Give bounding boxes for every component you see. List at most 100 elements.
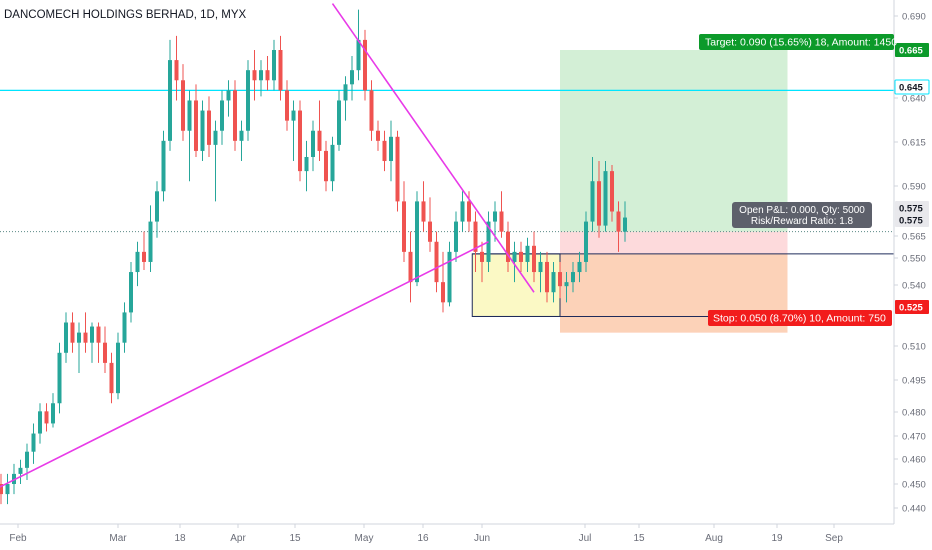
- candle-body[interactable]: [90, 326, 94, 343]
- candle-body[interactable]: [603, 171, 608, 226]
- target-badge[interactable]: Target: 0.090 (15.65%) 18, Amount: 1450: [699, 34, 897, 50]
- candle-body[interactable]: [213, 130, 218, 145]
- candle-body[interactable]: [467, 201, 471, 222]
- candle-body[interactable]: [116, 342, 120, 394]
- candle-body[interactable]: [259, 70, 263, 81]
- candle-body[interactable]: [564, 282, 569, 287]
- candle-body[interactable]: [402, 201, 406, 252]
- candle-body[interactable]: [415, 201, 419, 283]
- candle-body[interactable]: [304, 156, 309, 172]
- candle-body[interactable]: [220, 100, 224, 131]
- candle-body[interactable]: [31, 433, 36, 452]
- candle-body[interactable]: [181, 80, 185, 131]
- candle-body[interactable]: [129, 272, 133, 313]
- candle-body[interactable]: [343, 84, 348, 101]
- candle-body[interactable]: [291, 110, 296, 121]
- candle-body[interactable]: [571, 272, 575, 283]
- candle-body[interactable]: [207, 110, 211, 145]
- candle-body[interactable]: [285, 90, 289, 121]
- candle-body[interactable]: [25, 451, 29, 468]
- candle-body[interactable]: [506, 231, 510, 262]
- candle-body[interactable]: [252, 70, 257, 81]
- candle-body[interactable]: [441, 282, 445, 303]
- candle-body[interactable]: [194, 100, 198, 151]
- candle-body[interactable]: [226, 90, 231, 101]
- candle-body[interactable]: [454, 221, 458, 252]
- stop-badge[interactable]: Stop: 0.050 (8.70%) 10, Amount: 750: [708, 310, 892, 326]
- candle-body[interactable]: [473, 221, 478, 252]
- candle-body[interactable]: [584, 221, 588, 262]
- candle-body[interactable]: [155, 191, 159, 222]
- candle-body[interactable]: [493, 211, 497, 222]
- candle-body[interactable]: [519, 251, 523, 262]
- candle-body[interactable]: [460, 201, 465, 222]
- candle-body[interactable]: [356, 39, 361, 71]
- candle-body[interactable]: [77, 332, 81, 343]
- candle-body[interactable]: [408, 251, 413, 283]
- candle-body[interactable]: [512, 251, 517, 262]
- candle-body[interactable]: [239, 130, 244, 141]
- candle-body[interactable]: [83, 332, 88, 343]
- candle-body[interactable]: [337, 100, 341, 145]
- candle-body[interactable]: [525, 245, 530, 262]
- candle-body[interactable]: [246, 70, 250, 131]
- candle-body[interactable]: [168, 60, 172, 141]
- candle-body[interactable]: [12, 473, 16, 484]
- candle-body[interactable]: [148, 221, 153, 262]
- candle-body[interactable]: [324, 150, 328, 182]
- candle-body[interactable]: [350, 70, 354, 85]
- candle-body[interactable]: [538, 261, 543, 273]
- candle-body[interactable]: [363, 39, 367, 91]
- candle-body[interactable]: [96, 326, 101, 343]
- candle-body[interactable]: [0, 484, 3, 495]
- candle-body[interactable]: [103, 342, 107, 363]
- candle-body[interactable]: [597, 181, 601, 226]
- candle-body[interactable]: [18, 467, 23, 474]
- candle-body[interactable]: [376, 130, 380, 141]
- candle-body[interactable]: [369, 90, 374, 131]
- ascending-trendline[interactable]: [0, 241, 489, 488]
- candle-body[interactable]: [233, 90, 237, 141]
- candle-body[interactable]: [135, 251, 140, 273]
- candle-body[interactable]: [109, 362, 114, 394]
- candle-body[interactable]: [447, 251, 452, 303]
- candle-body[interactable]: [174, 60, 179, 81]
- candle-body[interactable]: [382, 140, 387, 162]
- candle-body[interactable]: [272, 50, 276, 81]
- candle-body[interactable]: [5, 484, 10, 495]
- candle-body[interactable]: [610, 171, 614, 212]
- candle-body[interactable]: [616, 211, 621, 232]
- candle-body[interactable]: [298, 110, 302, 172]
- candle-body[interactable]: [38, 411, 42, 434]
- candle-body[interactable]: [57, 352, 62, 404]
- candle-body[interactable]: [200, 110, 205, 151]
- candle-body[interactable]: [395, 136, 400, 202]
- candle-body[interactable]: [532, 245, 536, 273]
- candle-body[interactable]: [623, 217, 627, 232]
- candle-body[interactable]: [480, 251, 484, 262]
- candle-body[interactable]: [389, 136, 393, 162]
- candle-body[interactable]: [122, 312, 127, 343]
- candle-body[interactable]: [64, 322, 68, 353]
- candle-body[interactable]: [317, 130, 322, 151]
- candle-body[interactable]: [434, 241, 439, 283]
- candle-body[interactable]: [551, 272, 556, 293]
- candle-body[interactable]: [499, 211, 504, 232]
- candle-body[interactable]: [428, 221, 432, 242]
- candle-body[interactable]: [265, 70, 270, 81]
- candle-body[interactable]: [161, 140, 166, 192]
- candle-body[interactable]: [545, 261, 549, 293]
- candle-body[interactable]: [311, 130, 315, 157]
- candle-body[interactable]: [142, 251, 146, 262]
- candle-body[interactable]: [421, 201, 426, 222]
- candle-body[interactable]: [577, 261, 582, 273]
- descending-trendline[interactable]: [331, 3, 535, 293]
- candle-body[interactable]: [590, 181, 595, 222]
- candle-body[interactable]: [558, 272, 562, 287]
- candle-body[interactable]: [70, 322, 75, 343]
- candle-body[interactable]: [51, 403, 55, 424]
- candle-body[interactable]: [187, 100, 192, 131]
- candle-body[interactable]: [278, 50, 283, 91]
